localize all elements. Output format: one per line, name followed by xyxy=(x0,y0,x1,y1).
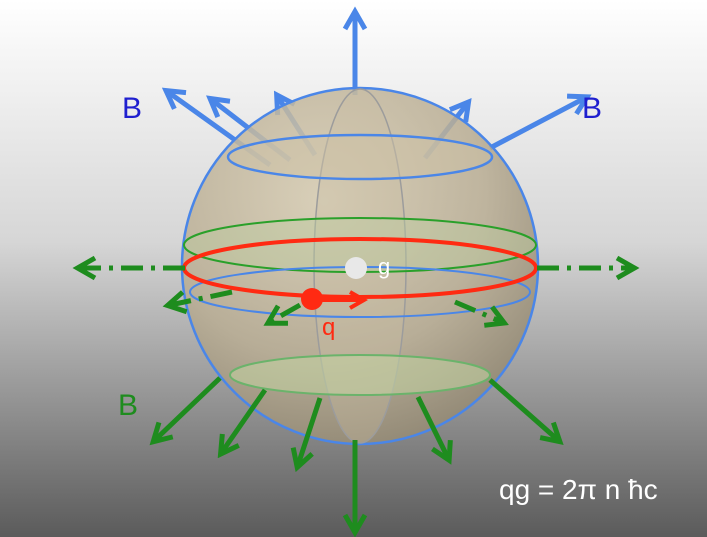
field-arrow-mid-right xyxy=(454,299,509,328)
field-arrow-lower-5 xyxy=(488,378,564,445)
field-arrow-lower-1 xyxy=(149,376,222,446)
field-arrow-lower-3 xyxy=(290,397,323,473)
upper-latitude-ring xyxy=(226,133,494,181)
lower-field-arrows xyxy=(149,376,564,537)
equatorial-field-arrows xyxy=(72,255,640,328)
field-arrow-mid-left xyxy=(162,289,233,315)
b-field-label-lower-left: B xyxy=(118,389,138,422)
field-arrow-upper-5 xyxy=(488,93,592,151)
b-field-label-upper-left: B xyxy=(122,92,142,125)
b-field-label-upper-right: B xyxy=(582,92,602,125)
lower-latitude-ring xyxy=(229,354,491,396)
charge-label: q xyxy=(322,314,335,341)
field-arrow-lower-2 xyxy=(217,388,268,459)
quantization-condition: qg = 2π n ħc xyxy=(499,474,658,505)
monopole-label: g xyxy=(378,254,390,279)
field-arrow-mid-center xyxy=(263,302,302,326)
monopole-dot xyxy=(345,257,367,279)
field-arrow-lower-4 xyxy=(415,395,453,465)
charge-dot xyxy=(301,288,323,310)
